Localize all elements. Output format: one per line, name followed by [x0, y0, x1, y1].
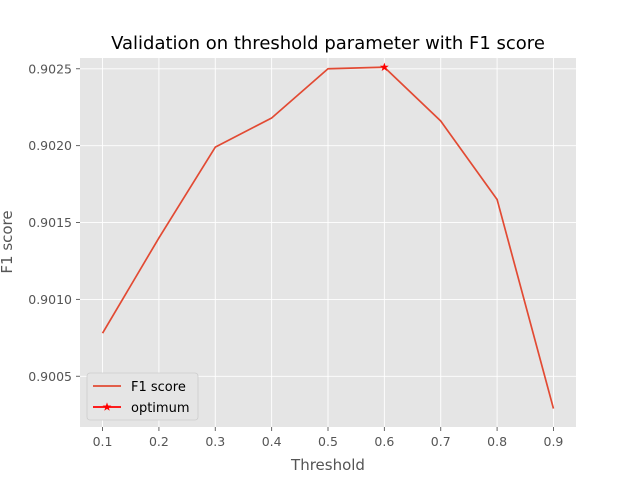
x-tick-label: 0.1	[93, 434, 113, 449]
x-tick-label: 0.2	[149, 434, 169, 449]
y-tick-label: 0.9010	[28, 292, 72, 307]
legend-box	[86, 372, 199, 421]
x-tick-label: 0.5	[318, 434, 338, 449]
optimum-marker	[379, 62, 389, 71]
legend-optimum-marker	[102, 402, 112, 411]
x-tick-label: 0.7	[431, 434, 451, 449]
x-tick-label: 0.6	[374, 434, 394, 449]
chart-title: Validation on threshold parameter with F…	[111, 33, 545, 54]
x-tick-label: 0.8	[487, 434, 507, 449]
legend: F1 score optimum	[86, 372, 199, 421]
series-layer	[101, 62, 555, 409]
y-tick-label: 0.9005	[28, 369, 72, 384]
x-ticks: 0.1 0.2 0.3 0.4 0.5 0.6 0.7 0.8 0.9	[93, 427, 564, 449]
legend-label-optimum: optimum	[131, 401, 189, 416]
y-ticks: 0.9005 0.9010 0.9015 0.9020 0.9025	[28, 61, 80, 384]
y-axis-label: F1 score	[0, 210, 16, 273]
x-axis-label: Threshold	[290, 456, 365, 474]
y-tick-label: 0.9015	[28, 215, 72, 230]
x-tick-label: 0.3	[205, 434, 225, 449]
x-tick-label: 0.9	[544, 434, 564, 449]
y-tick-label: 0.9020	[28, 138, 72, 153]
x-tick-label: 0.4	[262, 434, 282, 449]
legend-label-f1-score: F1 score	[131, 380, 186, 395]
y-tick-label: 0.9025	[28, 61, 72, 76]
